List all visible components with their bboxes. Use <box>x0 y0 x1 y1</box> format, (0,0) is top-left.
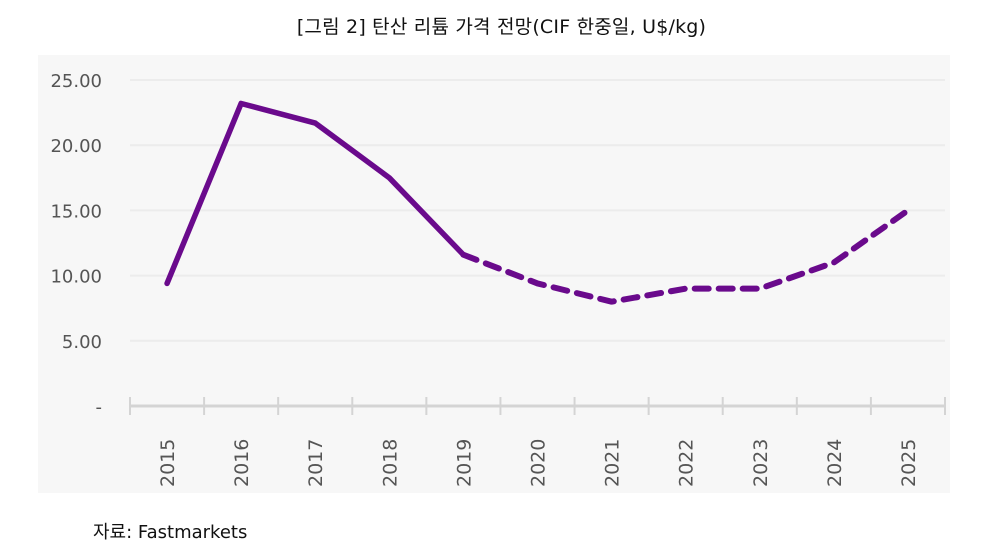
y-tick-label: 5.00 <box>62 332 102 353</box>
y-tick-label: 25.00 <box>50 71 102 92</box>
y-tick-label: - <box>96 397 103 418</box>
x-tick-label: 2022 <box>676 439 698 487</box>
x-tick-label: 2020 <box>528 439 550 487</box>
x-tick-label: 2025 <box>898 439 920 487</box>
x-axis-tick-labels: 2015 2016 2017 2018 2019 2020 2021 2022 2023 2024… <box>157 439 920 487</box>
series-line-actual <box>164 100 467 287</box>
gridlines <box>130 79 945 342</box>
y-tick-label: 15.00 <box>50 201 102 222</box>
x-tick-label: 2015 <box>157 439 179 487</box>
y-tick-label: 10.00 <box>50 267 102 288</box>
chart-title: [그림 2] 탄산 리튬 가격 전망(CIF 한중일, U$/kg) <box>296 16 707 38</box>
series-line-forecast <box>460 207 911 305</box>
source-note: 자료: Fastmarkets <box>93 522 248 543</box>
x-axis <box>129 397 946 415</box>
x-tick-label: 2017 <box>305 439 327 487</box>
x-tick-label: 2019 <box>453 439 475 487</box>
x-tick-label: 2016 <box>231 439 253 487</box>
x-tick-label: 2023 <box>750 439 772 487</box>
x-tick-label: 2018 <box>379 439 401 487</box>
x-tick-label: 2021 <box>602 439 624 487</box>
y-axis-ticks: - 5.00 10.00 15.00 20.00 25.00 <box>50 71 102 418</box>
data-series <box>164 100 911 305</box>
y-tick-label: 20.00 <box>50 136 102 157</box>
x-tick-label: 2024 <box>824 439 846 487</box>
